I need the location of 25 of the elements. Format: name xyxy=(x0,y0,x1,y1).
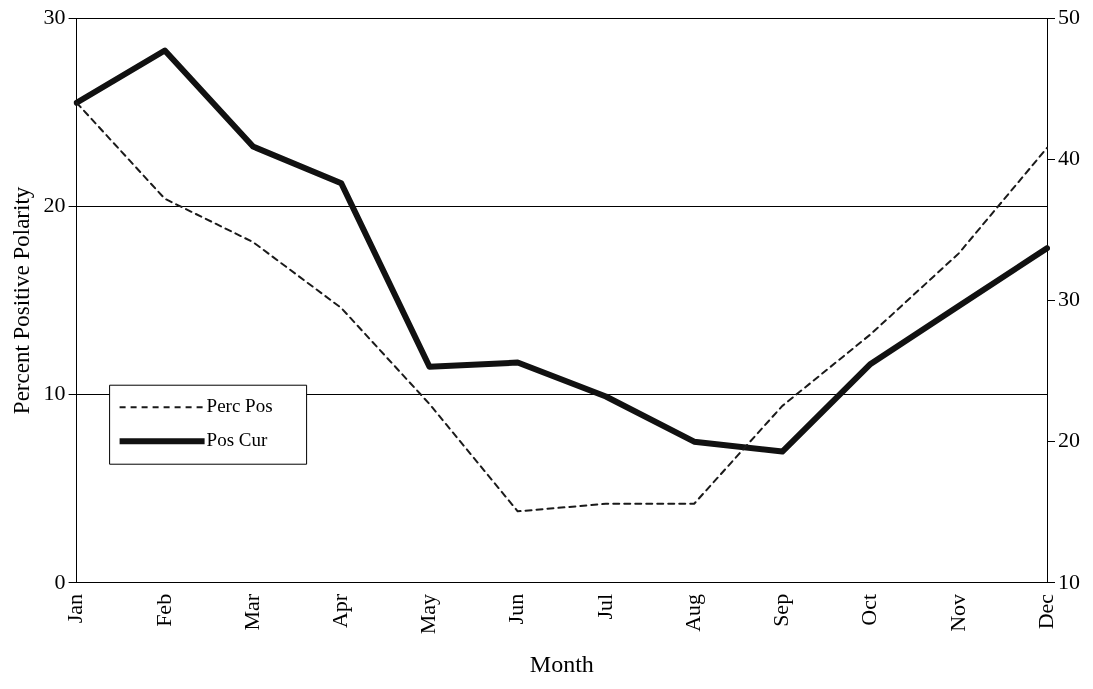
y-tick-label: 30 xyxy=(43,3,66,29)
x-tick-label: Sep xyxy=(768,593,794,627)
x-tick-label: Jun xyxy=(503,593,529,625)
y-tick-label: 10 xyxy=(43,380,66,406)
x-axis-title: Month xyxy=(529,650,594,677)
y2-tick-label: 10 xyxy=(1058,568,1080,594)
x-tick-label: Apr xyxy=(327,593,353,629)
x-tick-label: Aug xyxy=(679,593,705,632)
y2-tick-label: 30 xyxy=(1058,286,1080,312)
y2-tick-label: 40 xyxy=(1058,145,1080,170)
x-tick-label: Feb xyxy=(150,593,176,627)
y2-tick-label: 20 xyxy=(1058,427,1080,453)
y-axis-title: Percent Positive Polarity xyxy=(8,186,34,415)
y-tick-label: 20 xyxy=(43,192,66,218)
legend-label: Pos Cur xyxy=(206,429,268,451)
y2-tick-label: 50 xyxy=(1058,3,1080,29)
x-tick-label: Jul xyxy=(591,593,617,620)
x-tick-label: Oct xyxy=(856,593,882,626)
y-tick-label: 0 xyxy=(54,568,66,594)
x-tick-label: May xyxy=(415,593,441,635)
x-tick-label: Mar xyxy=(238,593,264,631)
x-tick-label: Dec xyxy=(1032,593,1058,630)
x-tick-label: Nov xyxy=(944,593,970,632)
x-tick-label: Jan xyxy=(62,593,88,624)
legend-label: Perc Pos xyxy=(206,395,273,417)
